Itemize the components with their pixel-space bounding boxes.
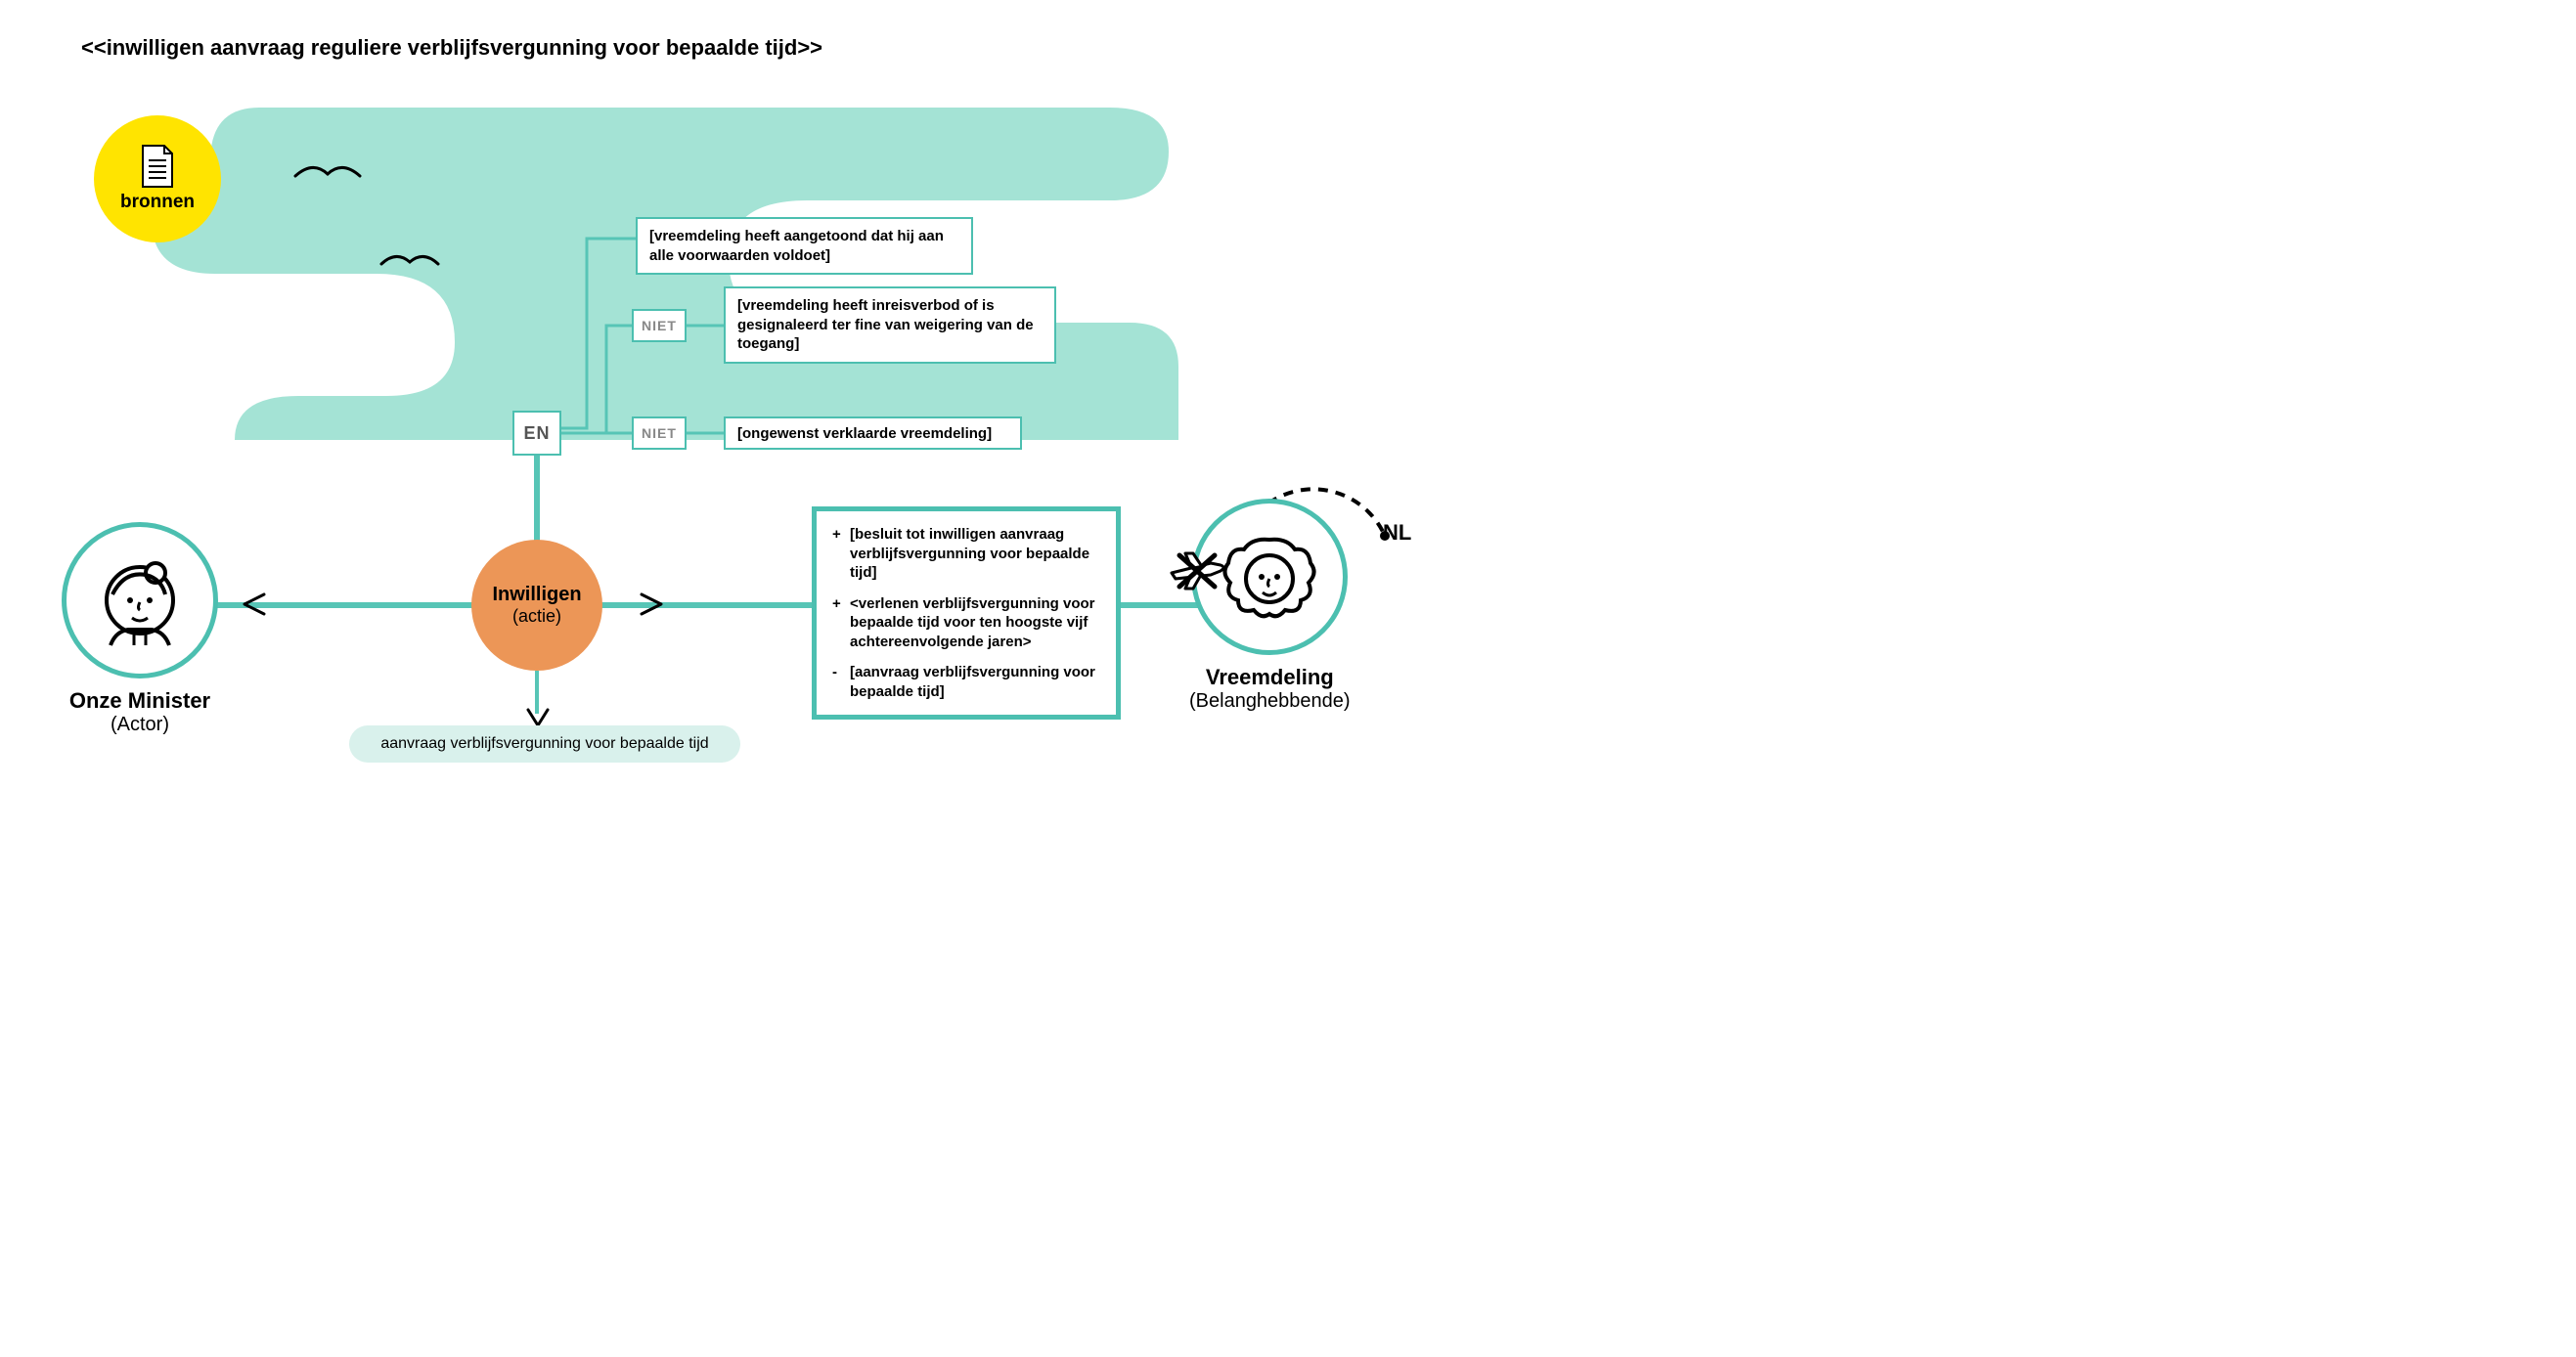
avatar-ring — [62, 522, 218, 678]
condition-box: [vreemdeling heeft inreisverbod of is ge… — [724, 286, 1056, 364]
outcome-text: <verlenen verblijfsvergunning voor bepaa… — [850, 594, 1100, 652]
actor-minister: Onze Minister (Actor) — [62, 522, 218, 736]
airplane-denied-icon — [1164, 546, 1232, 599]
outcome-sign: - — [832, 663, 850, 701]
arrow-right-icon — [636, 591, 665, 618]
actor-role: (Actor) — [62, 714, 218, 736]
actor-name: Vreemdeling — [1189, 665, 1351, 690]
bird-icon — [379, 248, 440, 272]
bird-icon — [293, 158, 362, 184]
nl-label: NL — [1383, 520, 1411, 546]
person-icon — [91, 551, 189, 649]
action-node: Inwilligen (actie) — [471, 540, 602, 671]
arrow-left-icon — [241, 591, 270, 618]
outcome-sign: + — [832, 525, 850, 583]
outcome-sign: + — [832, 594, 850, 652]
operator-niet: NIET — [632, 416, 687, 450]
document-icon — [140, 145, 175, 188]
actor-role: (Belanghebbende) — [1189, 690, 1351, 713]
object-label: aanvraag verblijfsvergunning voor bepaal… — [349, 725, 740, 763]
outcome-box: + [besluit tot inwilligen aanvraag verbl… — [812, 506, 1121, 720]
actor-name: Onze Minister — [62, 688, 218, 714]
condition-box: [ongewenst verklaarde vreemdeling] — [724, 416, 1022, 450]
action-role: (actie) — [512, 606, 561, 627]
sources-circle: bronnen — [94, 115, 221, 242]
actor-vreemdeling: Vreemdeling (Belanghebbende) — [1189, 499, 1351, 713]
diagram-canvas: <<inwilligen aanvraag reguliere verblijf… — [0, 0, 1467, 772]
operator-en: EN — [512, 411, 561, 456]
condition-box: [vreemdeling heeft aangetoond dat hij aa… — [636, 217, 973, 275]
sources-label: bronnen — [120, 192, 195, 213]
diagram-title: <<inwilligen aanvraag reguliere verblijf… — [81, 35, 822, 61]
outcome-text: [besluit tot inwilligen aanvraag verblij… — [850, 525, 1100, 583]
operator-niet: NIET — [632, 309, 687, 342]
outcome-text: [aanvraag verblijfsvergunning voor bepaa… — [850, 663, 1100, 701]
action-name: Inwilligen — [492, 584, 581, 606]
person-icon — [1221, 528, 1318, 626]
